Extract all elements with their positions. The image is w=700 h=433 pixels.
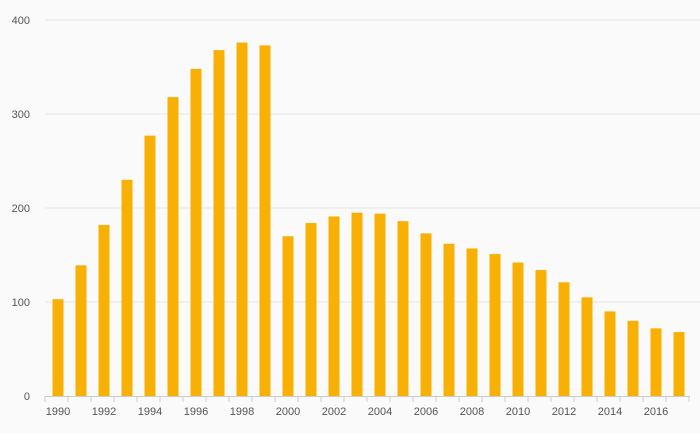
bar-2007 [443, 243, 455, 396]
bar-2010 [512, 262, 524, 396]
bar-1991 [75, 265, 87, 396]
bar-2016 [650, 328, 662, 396]
gridlines [45, 19, 700, 303]
bar-1995 [167, 97, 179, 396]
x-axis-ticks: 1990 1992 1994 1996 1998 2000 2002 2004 2006 2008… [44, 396, 690, 418]
bar-2000 [282, 236, 294, 396]
y-tick-label: 200 [12, 203, 30, 215]
bar-1990 [52, 299, 64, 396]
x-tick-label: 2008 [460, 406, 484, 418]
bar-2006 [420, 233, 432, 396]
x-tick-label: 2016 [644, 406, 668, 418]
y-tick-label: 400 [12, 15, 30, 27]
x-tick-label: 2002 [322, 406, 346, 418]
x-tick-label: 1998 [230, 406, 254, 418]
y-tick-label: 0 [24, 391, 30, 403]
x-tick-label: 1996 [184, 406, 208, 418]
bar-2012 [558, 282, 570, 396]
x-tick-label: 2000 [276, 406, 300, 418]
x-tick-label: 2014 [598, 406, 622, 418]
bar-1999 [259, 45, 271, 396]
bar-2011 [535, 270, 547, 396]
x-tick-label: 2012 [552, 406, 576, 418]
bar-2013 [581, 297, 593, 396]
y-axis-ticks: 0 100 200 300 400 [12, 15, 30, 403]
bar-2004 [374, 213, 386, 396]
x-tick-label: 1992 [92, 406, 116, 418]
x-tick-label: 2006 [414, 406, 438, 418]
bar-2003 [351, 212, 363, 396]
bar-1992 [98, 224, 110, 396]
x-tick-label: 2010 [506, 406, 530, 418]
y-tick-label: 300 [12, 109, 30, 121]
bar-1993 [121, 179, 133, 396]
bar-1998 [236, 42, 248, 397]
bar-1997 [213, 50, 225, 397]
bar-2017 [673, 332, 685, 396]
x-tick-label: 1990 [46, 406, 70, 418]
bar-2009 [489, 254, 501, 396]
y-tick-label: 100 [12, 297, 30, 309]
bars [52, 42, 685, 397]
bar-2005 [397, 221, 409, 396]
bar-2008 [466, 248, 478, 396]
x-tick-label: 2004 [368, 406, 392, 418]
bar-2015 [627, 320, 639, 396]
bar-2002 [328, 216, 340, 396]
x-tick-label: 1994 [138, 406, 162, 418]
bar-1996 [190, 68, 202, 396]
bar-1994 [144, 135, 156, 396]
bar-2001 [305, 223, 317, 396]
bar-2014 [604, 311, 616, 396]
